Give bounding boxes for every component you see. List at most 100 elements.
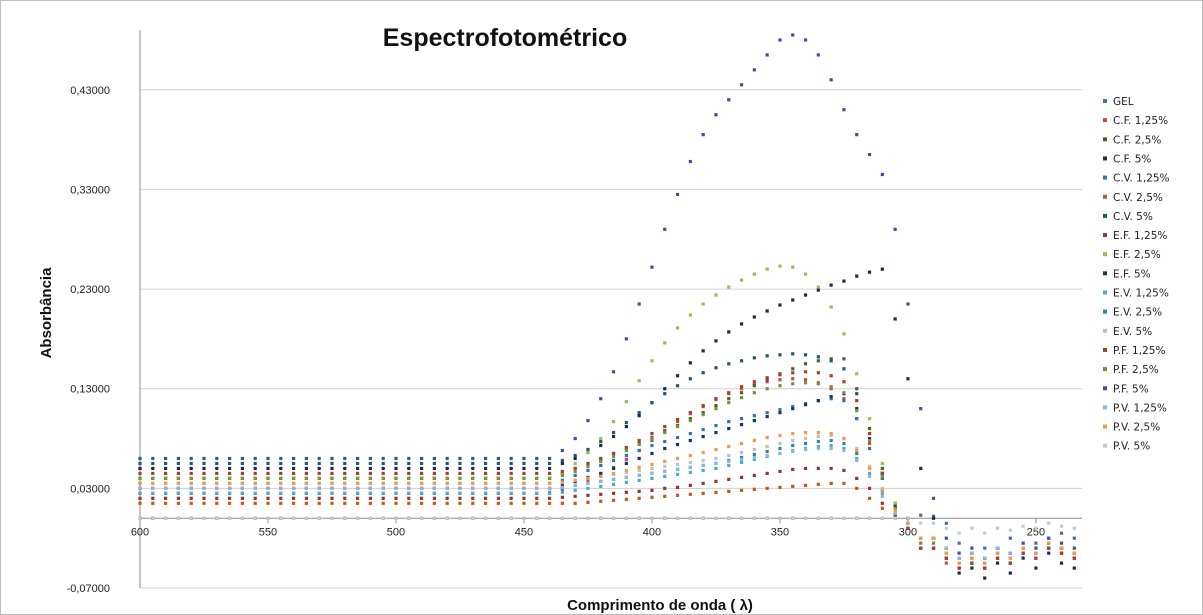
data-point [471, 486, 475, 490]
data-point [829, 446, 833, 451]
data-point [304, 516, 308, 520]
data-point [458, 516, 462, 520]
data-point [253, 496, 257, 500]
data-point [791, 516, 795, 520]
data-point [675, 435, 680, 440]
data-point [253, 516, 257, 520]
data-point [855, 451, 859, 456]
data-point [535, 466, 539, 471]
data-point [957, 561, 961, 565]
data-point [432, 466, 436, 471]
data-point [688, 417, 692, 421]
data-point [867, 486, 872, 490]
data-point [893, 227, 897, 231]
data-points [138, 33, 1076, 580]
data-point [816, 371, 820, 375]
data-point [765, 444, 769, 449]
data-point [842, 380, 846, 384]
data-point [701, 458, 705, 463]
data-point [842, 399, 846, 403]
data-point [752, 457, 756, 462]
data-point [471, 501, 475, 505]
data-point [586, 450, 590, 455]
legend-label: C.F. 1,25% [1113, 115, 1168, 127]
data-point [855, 516, 859, 520]
data-point [637, 414, 641, 418]
data-point [573, 501, 577, 505]
data-point [483, 481, 488, 485]
legend-marker [1103, 156, 1107, 161]
data-point [650, 359, 654, 363]
data-point [573, 478, 577, 482]
legend-marker [1103, 175, 1107, 180]
data-point [867, 152, 872, 157]
data-point [765, 380, 769, 384]
data-point [829, 433, 833, 438]
data-point [829, 443, 833, 448]
data-point [727, 453, 731, 458]
data-point [867, 431, 872, 436]
data-point [663, 486, 667, 490]
data-point [816, 53, 820, 57]
data-point [791, 467, 795, 472]
data-point [688, 159, 692, 164]
data-point [164, 456, 168, 461]
data-point [330, 456, 334, 461]
data-point [496, 481, 500, 485]
data-point [842, 367, 846, 371]
data-point [202, 516, 206, 520]
data-point [458, 476, 462, 480]
data-point [931, 514, 936, 518]
data-point [279, 496, 283, 500]
data-point [522, 496, 526, 500]
data-point [624, 424, 628, 429]
data-point [368, 481, 372, 485]
data-point [739, 516, 744, 520]
data-point [394, 491, 398, 495]
data-point [727, 459, 731, 464]
data-point [1047, 521, 1051, 525]
legend-label: E.V. 5% [1113, 326, 1152, 338]
data-point [343, 471, 347, 476]
data-point [586, 447, 590, 452]
data-point [189, 471, 193, 476]
data-point [1034, 546, 1038, 550]
data-point [880, 501, 884, 505]
data-point [983, 556, 987, 560]
data-point [816, 288, 820, 292]
data-point [1047, 546, 1051, 550]
data-point [176, 486, 180, 490]
data-point [739, 455, 744, 460]
data-point [266, 501, 270, 505]
data-point [304, 486, 308, 490]
data-point [330, 486, 334, 490]
data-point [778, 485, 782, 489]
data-point [599, 457, 603, 462]
data-point [675, 418, 680, 422]
data-point [509, 491, 513, 495]
data-point [880, 506, 884, 510]
data-point [752, 487, 756, 491]
data-point [701, 427, 705, 432]
data-point [701, 468, 705, 473]
data-point [663, 469, 667, 474]
data-point [855, 399, 859, 403]
data-point [944, 546, 948, 550]
data-point [637, 411, 641, 415]
data-point [573, 436, 577, 441]
data-point [880, 486, 884, 490]
data-point [842, 332, 846, 336]
data-point [765, 309, 769, 313]
data-point [189, 466, 193, 471]
data-point [752, 438, 756, 443]
data-point [778, 378, 782, 382]
data-point [227, 476, 232, 480]
data-point [906, 521, 910, 525]
data-point [983, 566, 987, 570]
data-point [624, 516, 628, 520]
data-point [317, 476, 321, 480]
data-point [381, 486, 385, 490]
data-point [739, 417, 744, 421]
data-point [189, 481, 193, 485]
data-point [189, 496, 193, 500]
